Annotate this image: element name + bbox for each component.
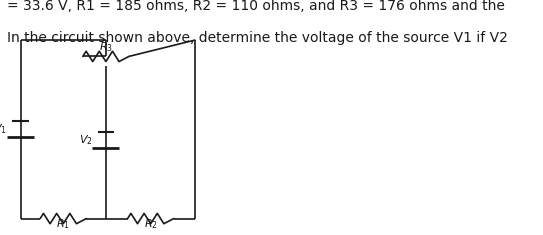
Text: $R_3$: $R_3$ [99,40,113,54]
Text: In the circuit shown above, determine the voltage of the source V1 if V2: In the circuit shown above, determine th… [7,31,507,45]
Text: $R_1$: $R_1$ [56,218,70,231]
Text: $V_1$: $V_1$ [0,122,7,136]
Text: $V_2$: $V_2$ [79,133,92,147]
Text: $R_2$: $R_2$ [144,218,157,231]
Text: = 33.6 V, R1 = 185 ohms, R2 = 110 ohms, and R3 = 176 ohms and the: = 33.6 V, R1 = 185 ohms, R2 = 110 ohms, … [7,0,504,13]
